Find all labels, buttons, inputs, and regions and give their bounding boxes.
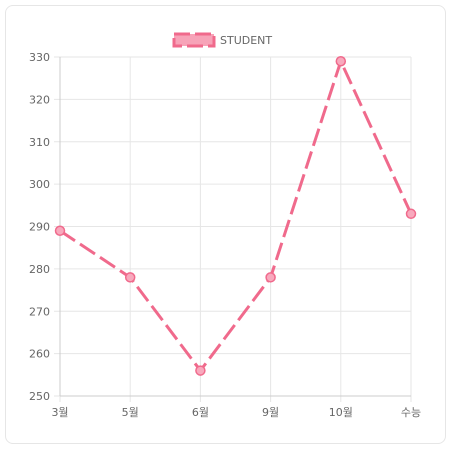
legend-label[interactable]: STUDENT xyxy=(220,34,272,47)
legend[interactable]: STUDENT xyxy=(172,32,272,48)
y-tick-label: 260 xyxy=(29,348,50,361)
y-tick-label: 280 xyxy=(29,263,50,276)
x-tick-label: 5월 xyxy=(122,406,139,419)
chart-card xyxy=(5,5,446,444)
series xyxy=(54,55,417,376)
y-tick-label: 320 xyxy=(29,93,50,106)
legend-swatch[interactable] xyxy=(172,32,216,48)
data-point xyxy=(195,365,206,376)
data-point xyxy=(335,55,347,67)
y-tick-label: 290 xyxy=(29,221,50,234)
y-tick-label: 310 xyxy=(29,136,50,149)
x-tick-label: 3월 xyxy=(51,406,68,419)
data-point xyxy=(265,272,276,283)
x-tick-label: 9월 xyxy=(262,406,279,419)
y-tick-label: 270 xyxy=(29,305,50,318)
grid xyxy=(54,56,412,402)
series-line xyxy=(59,59,413,373)
data-point xyxy=(54,225,66,236)
axes: 250 260 270 280 290 300 310 320 330 3월 5월 6월 9월 10월 수능 xyxy=(29,51,421,419)
y-tick-label: 250 xyxy=(29,390,50,403)
x-tick-label: 10월 xyxy=(329,406,353,419)
y-tick-label: 300 xyxy=(29,178,50,191)
y-tick-label: 330 xyxy=(29,51,50,64)
data-point xyxy=(124,272,136,283)
x-tick-label: 6월 xyxy=(192,406,209,419)
x-tick-label: 수능 xyxy=(401,406,421,419)
data-point xyxy=(405,208,417,220)
